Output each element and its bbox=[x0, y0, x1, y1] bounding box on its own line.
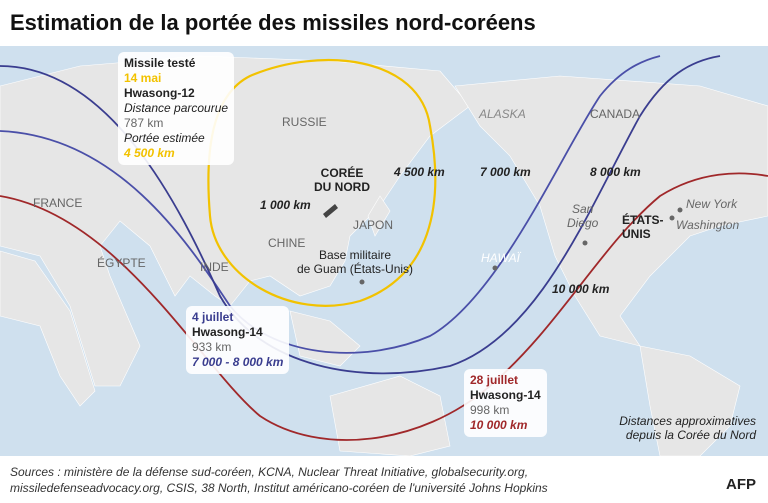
range-10000 bbox=[0, 172, 768, 441]
field-label: Portée estimée bbox=[124, 131, 205, 145]
range-label: 7 000 km bbox=[480, 165, 531, 179]
logo: AFP bbox=[726, 476, 756, 493]
map bbox=[0, 46, 768, 456]
label-line: DU NORD bbox=[314, 180, 370, 194]
test-box: 28 juillet Hwasong-14 998 km 10 000 km bbox=[464, 369, 547, 437]
place-label: HAWAÏ bbox=[481, 251, 520, 265]
place-label: ÉTATS- UNIS bbox=[622, 213, 664, 241]
test-date: 4 juillet bbox=[192, 310, 234, 324]
sources: Sources : ministère de la défense sud-co… bbox=[10, 464, 548, 496]
label-line: UNIS bbox=[622, 227, 651, 241]
range: 4 500 km bbox=[124, 146, 175, 160]
place-label: INDE bbox=[200, 260, 229, 274]
label-line: CORÉE bbox=[320, 166, 364, 180]
distance: 998 km bbox=[470, 403, 510, 417]
range-label: 8 000 km bbox=[590, 165, 641, 179]
title: Estimation de la portée des missiles nor… bbox=[10, 10, 536, 35]
range-label: 4 500 km bbox=[394, 165, 445, 179]
field-label: Distance parcourue bbox=[124, 101, 229, 115]
place-label: Washington bbox=[676, 218, 740, 232]
range-label: 10 000 km bbox=[552, 282, 610, 296]
place-label: CANADA bbox=[590, 107, 641, 121]
test-box: 4 juillet Hwasong-14 933 km 7 000 - 8 00… bbox=[186, 306, 290, 374]
test-date: 14 mai bbox=[124, 71, 162, 85]
test-box: Missile testé 14 mai Hwasong-12 Distance… bbox=[118, 52, 235, 165]
place-label: FRANCE bbox=[33, 196, 83, 210]
label-line: ÉTATS- bbox=[622, 213, 664, 227]
test-date: 28 juillet bbox=[470, 373, 519, 387]
place-label: RUSSIE bbox=[282, 115, 327, 129]
place-label: San Diego bbox=[567, 202, 598, 230]
distance: 933 km bbox=[192, 340, 232, 354]
range-7000 bbox=[0, 55, 661, 354]
box-heading: Missile testé bbox=[124, 56, 196, 70]
place-label: New York bbox=[686, 197, 738, 211]
label-line: San bbox=[572, 202, 594, 216]
range-curves bbox=[0, 55, 768, 441]
place-label: Base militaire de Guam (États-Unis) bbox=[297, 248, 413, 276]
land bbox=[0, 55, 768, 456]
range-label: 1 000 km bbox=[260, 198, 311, 212]
missile-name: Hwasong-12 bbox=[124, 86, 195, 100]
label-line: Base militaire bbox=[319, 248, 392, 262]
note: Distances approximatives depuis la Corée … bbox=[619, 414, 756, 442]
note-line: depuis la Corée du Nord bbox=[625, 428, 756, 442]
label-line: de Guam (États-Unis) bbox=[297, 262, 414, 276]
range-8000 bbox=[0, 55, 721, 375]
range-4500 bbox=[207, 59, 437, 307]
note-line: Distances approximatives bbox=[619, 414, 756, 428]
range: 10 000 km bbox=[470, 418, 528, 432]
place-label: ALASKA bbox=[479, 107, 526, 121]
range: 7 000 - 8 000 km bbox=[192, 355, 284, 369]
source-line: Sources : ministère de la défense sud-co… bbox=[10, 465, 529, 479]
place-label: CHINE bbox=[268, 236, 306, 250]
place-label: ÉGYPTE bbox=[97, 256, 146, 270]
missile-name: Hwasong-14 bbox=[470, 388, 541, 402]
distance: 787 km bbox=[124, 116, 164, 130]
place-label: CORÉE DU NORD bbox=[314, 166, 370, 194]
source-line: missiledefenseadvocacy.org, CSIS, 38 Nor… bbox=[10, 481, 548, 495]
place-dots bbox=[323, 204, 683, 285]
place-label: JAPON bbox=[353, 218, 394, 232]
missile-name: Hwasong-14 bbox=[192, 325, 263, 339]
label-line: Diego bbox=[567, 216, 599, 230]
